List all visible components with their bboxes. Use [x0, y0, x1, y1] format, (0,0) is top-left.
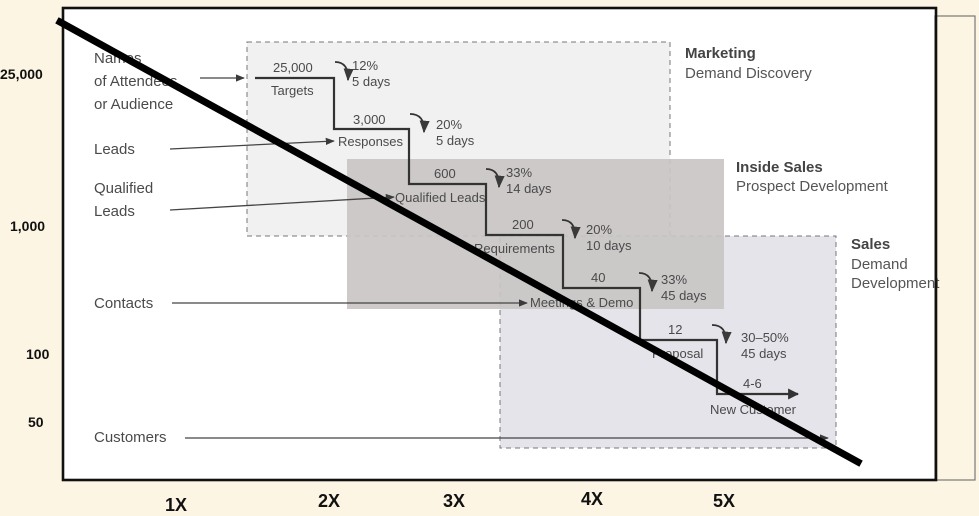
rate-targets: 12% [352, 58, 378, 73]
time-meetings: 45 days [661, 288, 707, 303]
sales-subtitle-1: Demand [851, 256, 908, 273]
y-axis-label-25000: 25,000 [0, 66, 43, 82]
time-targets: 5 days [352, 74, 391, 89]
stage-count-requirements: 200 [512, 217, 534, 232]
conversion-arrow-4 [561, 219, 581, 240]
rate-qualified-leads: 33% [506, 165, 532, 180]
side-label-customers: Customers [94, 429, 167, 446]
side-label-qualified-2: Leads [94, 203, 135, 220]
time-qualified-leads: 14 days [506, 181, 552, 196]
side-label-attendees-3: or Audience [94, 96, 173, 113]
rate-meetings: 33% [661, 272, 687, 287]
stage-count-proposal: 12 [668, 322, 682, 337]
x-axis-label-3x: 3X [443, 491, 466, 511]
sales-subtitle-2: Development [851, 275, 940, 292]
inside-sales-title: Inside Sales [736, 159, 823, 176]
sales-title: Sales [851, 236, 890, 253]
stage-name-requirements: Requirements [474, 241, 555, 256]
stage-name-targets: Targets [271, 83, 314, 98]
stage-count-meetings: 40 [591, 270, 605, 285]
x-axis-label-1x: 1X [165, 495, 188, 515]
time-requirements: 10 days [586, 238, 632, 253]
frame [61, 6, 938, 482]
conversion-arrow-1 [334, 61, 354, 82]
inside-sales-subtitle: Prospect Development [736, 178, 889, 195]
marketing-title: Marketing [685, 45, 756, 62]
side-label-qualified-1: Qualified [94, 180, 153, 197]
rate-responses: 20% [436, 117, 462, 132]
side-label-leads: Leads [94, 141, 135, 158]
stage-name-qualified-leads: Qualified Leads [395, 190, 486, 205]
conversion-arrow-3 [485, 168, 505, 189]
stage-count-qualified-leads: 600 [434, 166, 456, 181]
y-axis-label-100: 100 [26, 346, 50, 362]
time-responses: 5 days [436, 133, 475, 148]
conversion-arrow-6 [711, 324, 732, 345]
conversion-arrow-2 [409, 113, 430, 134]
pointer-qualified [169, 193, 395, 211]
y-axis-label-50: 50 [28, 414, 44, 430]
rate-proposal: 30–50% [741, 330, 789, 345]
time-proposal: 45 days [741, 346, 787, 361]
funnel-staircase [255, 76, 800, 400]
conversion-arrow-5 [638, 272, 658, 293]
x-axis-label-2x: 2X [318, 491, 341, 511]
stage-count-responses: 3,000 [353, 112, 386, 127]
pointer-leads [169, 137, 335, 150]
marketing-subtitle: Demand Discovery [685, 65, 812, 82]
stage-count-new-customer: 4-6 [743, 376, 762, 391]
x-axis-label-4x: 4X [581, 489, 604, 509]
rate-requirements: 20% [586, 222, 612, 237]
stage-count-targets: 25,000 [273, 60, 313, 75]
stage-name-responses: Responses [338, 134, 404, 149]
x-axis-label-5x: 5X [713, 491, 736, 511]
diagonal-trend-line [55, 17, 863, 467]
side-label-contacts: Contacts [94, 295, 153, 312]
frame-shadow [934, 15, 976, 481]
y-axis-label-1000: 1,000 [10, 218, 46, 234]
